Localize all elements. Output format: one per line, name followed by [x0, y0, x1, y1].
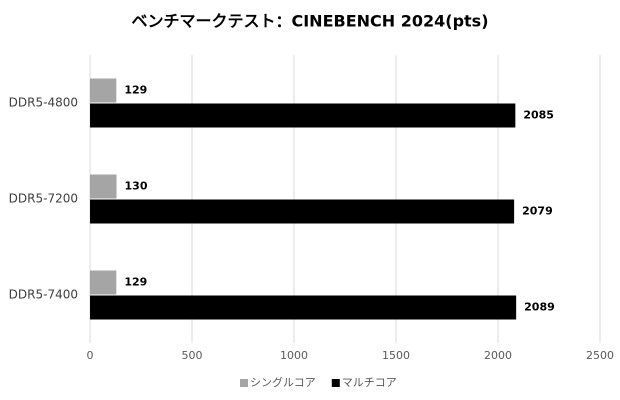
bar [90, 103, 516, 128]
legend-swatch [240, 379, 248, 387]
y-tick-label: DDR5-7400 [9, 288, 78, 302]
legend-label: マルチコア [342, 376, 397, 389]
value-label: 2085 [523, 109, 554, 122]
bar [90, 199, 515, 224]
bar [90, 270, 117, 295]
x-tick-label: 2500 [586, 349, 614, 362]
bar [90, 174, 117, 199]
x-tick-label: 500 [182, 349, 203, 362]
value-label: 130 [125, 180, 148, 193]
y-tick-label: DDR5-4800 [9, 96, 78, 110]
value-label: 129 [124, 84, 147, 97]
x-tick-label: 0 [87, 349, 94, 362]
legend-label: シングルコア [250, 375, 316, 389]
chart-title: ベンチマークテスト：CINEBENCH 2024(pts) [131, 12, 488, 31]
value-label: 2079 [522, 205, 553, 218]
bar [90, 78, 117, 103]
value-label: 2089 [524, 301, 555, 314]
x-tick-label: 1000 [280, 349, 308, 362]
y-tick-label: DDR5-7200 [9, 192, 78, 206]
x-tick-label: 2000 [484, 349, 512, 362]
bar [90, 295, 517, 320]
x-tick-label: 1500 [382, 349, 410, 362]
legend-swatch [331, 379, 340, 387]
value-label: 129 [124, 276, 147, 289]
